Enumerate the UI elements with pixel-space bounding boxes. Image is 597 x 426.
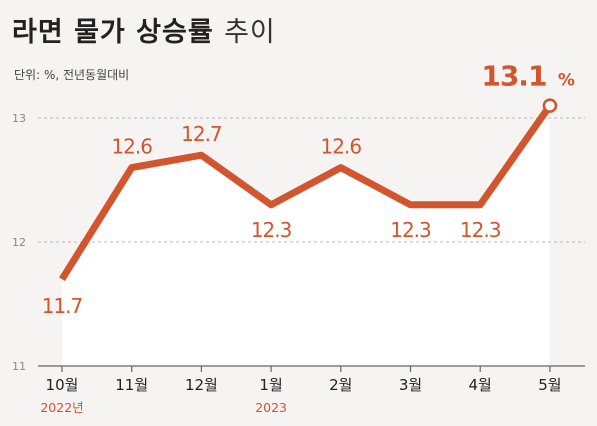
data-label: 11.7 — [42, 294, 83, 318]
y-tick-label: 12 — [12, 236, 26, 249]
data-point-marker — [542, 98, 558, 113]
area-fill — [62, 105, 550, 366]
data-label: 12.6 — [321, 135, 362, 159]
data-label: 12.3 — [390, 218, 431, 242]
x-tick-label: 4월 — [469, 376, 492, 394]
chart-title: 라면 물가 상승률 추이 — [12, 10, 276, 49]
year-label: 2023 — [255, 400, 287, 415]
x-tick-label: 3월 — [399, 376, 422, 394]
data-label: 12.7 — [181, 122, 222, 146]
year-label: 2022년 — [40, 400, 83, 415]
x-tick-label: 1월 — [259, 376, 282, 394]
x-tick-label: 10월 — [46, 376, 79, 394]
x-tick-label: 5월 — [538, 376, 561, 394]
chart-title-main: 라면 물가 상승률 — [12, 17, 214, 48]
data-label: 12.3 — [460, 218, 501, 242]
data-label: 12.3 — [251, 218, 292, 242]
y-tick-label: 13 — [12, 112, 26, 125]
x-tick-label: 2월 — [329, 376, 352, 394]
unit-note: 단위: %, 전년동월대비 — [14, 68, 130, 82]
series-line — [59, 103, 553, 282]
data-label-unit: % — [558, 71, 575, 91]
chart-title-suffix: 추이 — [224, 17, 276, 48]
x-tick-label: 11월 — [115, 376, 148, 394]
y-tick-label: 11 — [12, 360, 26, 373]
data-label: 12.6 — [111, 135, 152, 159]
data-label: 13.1 — [481, 60, 546, 93]
x-tick-label: 12월 — [185, 376, 218, 394]
